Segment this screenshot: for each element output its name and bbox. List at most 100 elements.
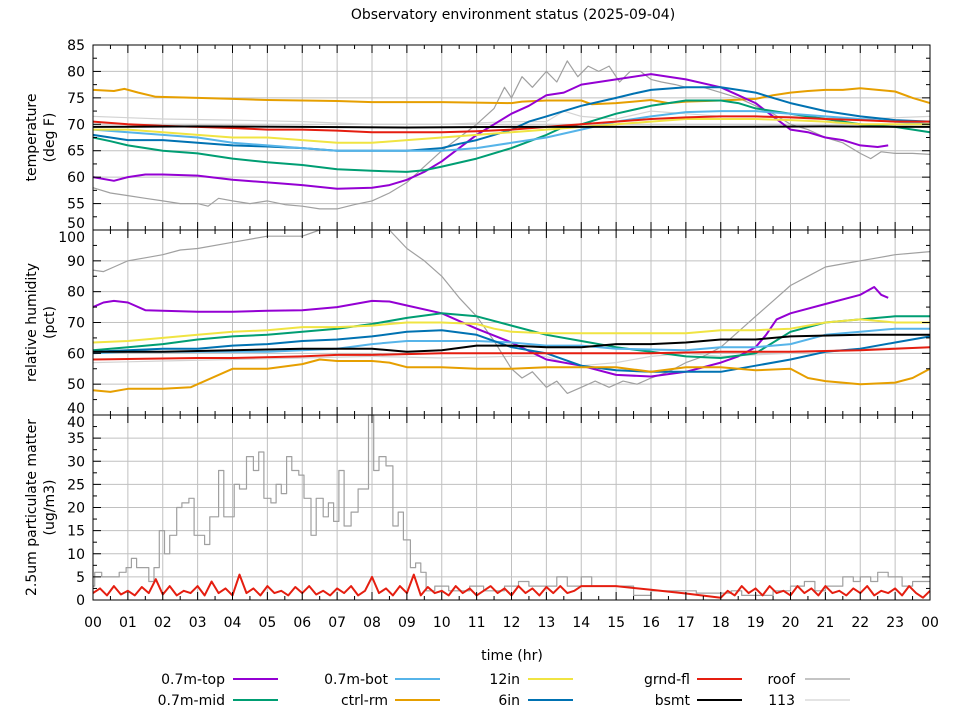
x-tick-label: 08	[363, 615, 381, 631]
x-tick-label: 02	[154, 615, 172, 631]
y-tick-label: 100	[58, 230, 85, 246]
series-6in	[92, 86, 931, 152]
legend-label: 0.7m-bot	[324, 672, 388, 688]
y-tick-label: 0	[76, 593, 85, 609]
x-tick-label: 22	[851, 615, 869, 631]
y-axis-label: (deg F)	[42, 113, 58, 163]
y-tick-label: 40	[67, 401, 85, 417]
series-0.7m-bot	[92, 110, 931, 152]
x-tick-label: 09	[398, 615, 416, 631]
legend-item-grnd-fl: grnd-fl	[644, 672, 742, 688]
x-tick-label: 06	[293, 615, 311, 631]
series-bsmt	[93, 333, 930, 353]
series-6in	[92, 329, 931, 373]
y-tick-label: 40	[67, 415, 85, 431]
y-tick-label: 65	[67, 144, 85, 160]
series-ctrl-rm	[92, 87, 931, 106]
x-tick-label: 12	[503, 615, 521, 631]
legend-item-ctrl-rm: ctrl-rm	[341, 693, 440, 709]
x-tick-label: 00	[84, 615, 102, 631]
legend-label: 113	[768, 693, 795, 709]
legend-item-0.7m-top: 0.7m-top	[161, 672, 278, 688]
y-axis-label: 2.5um particulate matter	[24, 419, 40, 596]
x-tick-label: 21	[816, 615, 834, 631]
x-tick-label: 00	[921, 615, 939, 631]
series-grnd-fl	[92, 115, 930, 134]
series-12in	[92, 318, 930, 344]
legend-label: 0.7m-mid	[158, 693, 225, 709]
x-tick-label: 05	[258, 615, 276, 631]
legend-item-bsmt: bsmt	[655, 693, 742, 709]
series-roof	[93, 414, 930, 597]
x-tick-label: 18	[712, 615, 730, 631]
panel-1: 40 50 60 70 80 90 100 relative humidity (pct)	[24, 229, 931, 417]
legend: 0.7m-top 0.7m-mid 0.7m-bot ctrl-rm 12in 6in gr…	[158, 672, 850, 709]
legend-item-6in: 6in	[498, 693, 573, 709]
x-axis-label: time (hr)	[481, 648, 543, 664]
y-tick-label: 90	[67, 254, 85, 270]
x-axis-tick-labels: 00 01 02 03 04 05 06 07 08 09 10 11 12 13 14 15 16 17 18 19…	[84, 615, 939, 631]
y-tick-label: 50	[67, 377, 85, 393]
x-tick-label: 04	[224, 615, 242, 631]
y-tick-label: 60	[67, 346, 85, 362]
series-grnd-fl	[92, 346, 931, 361]
legend-label: ctrl-rm	[341, 693, 388, 709]
series-bsmt	[92, 125, 931, 129]
series-ctrl-rm	[92, 358, 931, 393]
series-0.7m-mid	[92, 312, 930, 359]
y-tick-label: 80	[67, 285, 85, 301]
y-tick-label: 80	[67, 64, 85, 80]
x-tick-label: 10	[433, 615, 451, 631]
legend-item-12in: 12in	[489, 672, 573, 688]
x-tick-label: 20	[782, 615, 800, 631]
x-tick-label: 13	[537, 615, 555, 631]
legend-label: roof	[767, 672, 796, 688]
legend-label: 12in	[489, 672, 520, 688]
legend-item-0.7m-bot: 0.7m-bot	[324, 672, 440, 688]
x-tick-label: 23	[886, 615, 904, 631]
y-axis-label: (pct)	[42, 306, 58, 339]
x-tick-label: 15	[607, 615, 625, 631]
series-12in	[93, 118, 930, 144]
legend-label: bsmt	[655, 693, 691, 709]
y-axis-label: temperature	[24, 94, 40, 182]
y-tick-label: 60	[67, 170, 85, 186]
x-tick-label: 14	[572, 615, 590, 631]
y-tick-label: 5	[76, 570, 85, 586]
y-tick-label: 50	[67, 216, 85, 232]
x-tick-label: 01	[119, 615, 137, 631]
x-tick-label: 07	[328, 615, 346, 631]
x-tick-label: 03	[189, 615, 207, 631]
x-tick-label: 17	[677, 615, 695, 631]
y-tick-label: 70	[67, 316, 85, 332]
y-tick-label: 15	[67, 524, 85, 540]
y-tick-label: 10	[67, 547, 85, 563]
x-tick-label: 19	[747, 615, 765, 631]
y-tick-label: 55	[67, 197, 85, 213]
legend-item-roof: roof	[767, 672, 850, 688]
y-axis-label: relative humidity	[24, 263, 40, 382]
y-tick-label: 75	[67, 91, 85, 107]
y-tick-label: 35	[67, 431, 85, 447]
series-roof	[92, 229, 931, 394]
panel-0: 50 55 60 65 70 75 80 85 temperature (deg F)	[24, 38, 931, 232]
y-tick-label: 25	[67, 477, 85, 493]
legend-label: 6in	[498, 693, 520, 709]
x-tick-label: 11	[468, 615, 486, 631]
series-grnd-fl	[92, 573, 931, 599]
y-tick-label: 85	[67, 38, 85, 54]
chart-title: Observatory environment status (2025-09-…	[351, 7, 675, 23]
x-tick-label: 16	[642, 615, 660, 631]
legend-label: grnd-fl	[644, 672, 690, 688]
y-axis-label: (ug/m3)	[42, 480, 58, 536]
y-tick-label: 70	[67, 117, 85, 133]
legend-item-113: 113	[768, 693, 850, 709]
y-tick-label: 30	[67, 454, 85, 470]
legend-label: 0.7m-top	[161, 672, 225, 688]
series-0.7m-mid	[92, 99, 931, 173]
y-tick-label: 20	[67, 501, 85, 517]
legend-item-0.7m-mid: 0.7m-mid	[158, 693, 278, 709]
